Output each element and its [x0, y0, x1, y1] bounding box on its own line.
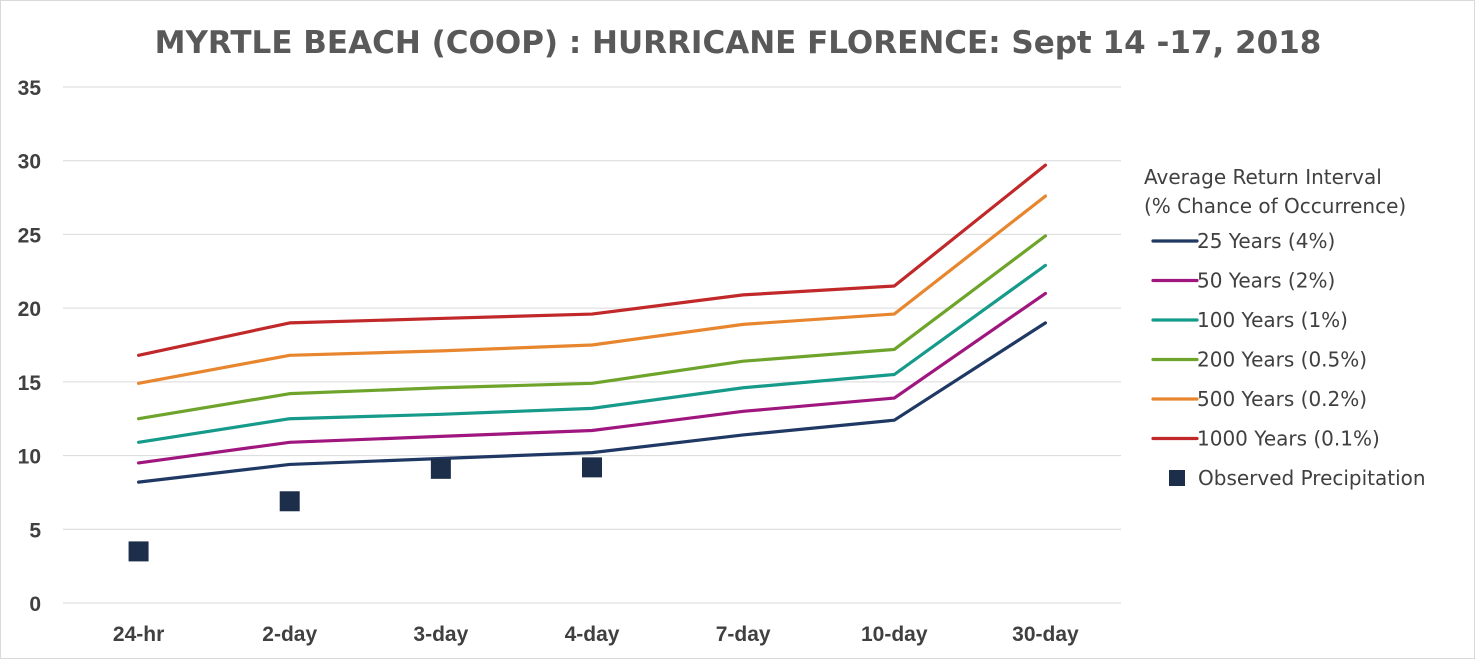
series-line-3	[136, 263, 1048, 444]
legend-label-3: 100 Years (1%)	[1197, 308, 1348, 332]
legend-label-5: 500 Years (0.2%)	[1197, 387, 1367, 411]
y-tick-label: 5	[29, 519, 41, 542]
x-tick-label: 30-day	[1012, 623, 1079, 646]
legend-label-4: 200 Years (0.5%)	[1197, 348, 1367, 372]
series-line-5	[136, 194, 1048, 385]
y-axis: 0 5 10 15 20 25 30 35	[18, 77, 42, 616]
series-line-4	[136, 234, 1048, 421]
y-tick-label: 25	[18, 224, 42, 247]
x-tick-label: 2-day	[262, 623, 317, 646]
y-tick-label: 20	[18, 298, 41, 321]
x-axis: 24-hr 2-day 3-day 4-day 7-day 10-day 30-day	[113, 623, 1079, 646]
gridlines	[63, 86, 1121, 604]
y-tick-label: 15	[18, 372, 42, 395]
y-tick-label: 0	[29, 593, 41, 616]
y-tick-label: 10	[18, 446, 41, 469]
legend: Average Return Interval (% Chance of Occ…	[1144, 165, 1426, 490]
x-tick-label: 7-day	[716, 623, 771, 646]
legend-swatch-observed	[1169, 470, 1185, 486]
series-line-6	[136, 163, 1048, 357]
observed-point	[430, 458, 451, 479]
series-line-2	[136, 291, 1048, 465]
observed-points	[128, 457, 602, 562]
chart-title: MYRTLE BEACH (COOP) : HURRICANE FLORENCE…	[155, 25, 1322, 61]
x-tick-label: 24-hr	[113, 623, 164, 646]
series-line-1	[136, 321, 1048, 484]
y-tick-label: 35	[18, 77, 42, 100]
x-tick-label: 10-day	[861, 623, 928, 646]
x-tick-label: 4-day	[565, 623, 620, 646]
legend-label-1: 25 Years (4%)	[1197, 229, 1335, 253]
legend-label-6: 1000 Years (0.1%)	[1197, 427, 1380, 451]
legend-title-line-1: Average Return Interval	[1144, 165, 1382, 189]
legend-label-observed: Observed Precipitation	[1198, 466, 1426, 490]
series-lines	[136, 163, 1048, 484]
legend-title-line-2: (% Chance of Occurrence)	[1144, 194, 1406, 218]
x-tick-label: 3-day	[413, 623, 468, 646]
y-tick-label: 30	[18, 151, 41, 174]
observed-point	[128, 541, 149, 562]
observed-point	[279, 491, 300, 512]
observed-point	[582, 457, 602, 478]
legend-label-2: 50 Years (2%)	[1197, 269, 1335, 293]
